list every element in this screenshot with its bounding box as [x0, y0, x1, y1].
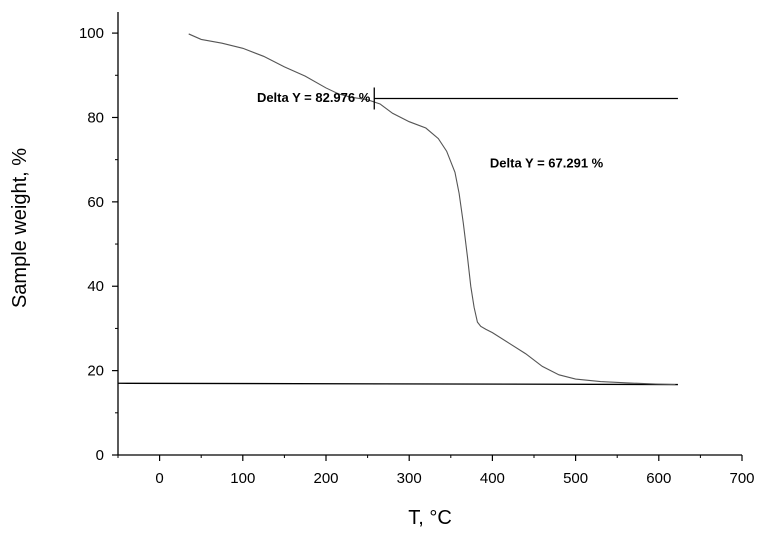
x-tick-label: 300	[397, 470, 422, 487]
reference-line-2	[117, 382, 678, 386]
y-tick-label: 0	[96, 447, 104, 464]
x-axis-title: T, °C	[408, 507, 452, 529]
y-tick-label: 80	[87, 109, 104, 126]
x-tick-label: 100	[230, 470, 255, 487]
x-tick-label: 200	[313, 470, 338, 487]
x-tick-label: 400	[480, 470, 505, 487]
y-axis-title: Sample weight, %	[9, 148, 31, 308]
y-tick-label: 20	[87, 363, 104, 380]
axes	[117, 12, 742, 456]
x-tick-label: 0	[155, 470, 163, 487]
series-line	[188, 33, 676, 386]
x-tick-label: 500	[563, 470, 588, 487]
annotations: Delta Y = 82.976 % Delta Y = 67.291 %	[257, 90, 604, 170]
delta-y-annotation: Delta Y = 67.291 %	[490, 155, 604, 170]
y-tick-label: 100	[79, 25, 104, 42]
ticks	[112, 32, 743, 461]
y-tick-label: 40	[87, 278, 104, 295]
x-tick-label: 600	[646, 470, 671, 487]
x-tick-label: 700	[729, 470, 754, 487]
y-tick-label: 60	[87, 194, 104, 211]
reference-lines	[117, 97, 678, 386]
tick-labels: 0 100 200 300 400 500 600 700 0 20 40 60 80 100	[79, 25, 755, 487]
delta-y-annotation: Delta Y = 82.976 %	[257, 90, 371, 105]
